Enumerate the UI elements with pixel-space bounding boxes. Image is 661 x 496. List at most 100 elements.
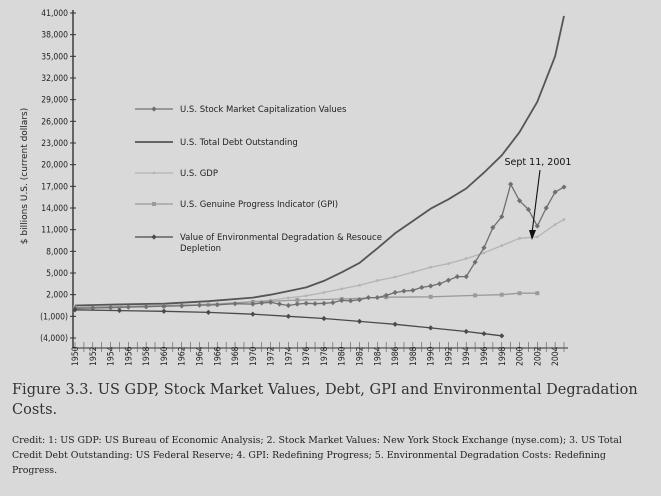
legend-label-cont: Depletion xyxy=(180,244,221,254)
x-tick-label: 1956 xyxy=(124,346,134,366)
data-point xyxy=(401,288,407,294)
data-point xyxy=(276,301,283,307)
legend-label: U.S. GDP xyxy=(180,169,218,179)
x-tick-label: 1996 xyxy=(480,346,490,366)
data-point xyxy=(553,223,557,227)
x-tick-label: 1972 xyxy=(267,346,277,366)
data-point xyxy=(525,206,532,213)
data-point xyxy=(358,283,361,287)
data-point xyxy=(499,333,505,339)
data-point xyxy=(321,300,327,306)
data-point xyxy=(304,294,308,298)
x-tick-label: 1974 xyxy=(284,346,294,366)
data-point xyxy=(152,202,156,206)
data-point xyxy=(464,257,468,260)
annotation-arrowhead xyxy=(529,230,536,240)
data-point xyxy=(365,294,371,301)
data-point xyxy=(214,302,220,308)
data-point xyxy=(436,281,443,287)
data-point xyxy=(161,303,167,309)
legend-item: U.S. Genuine Progress Indicator (GPI) xyxy=(135,200,338,210)
data-point xyxy=(499,214,505,220)
data-point xyxy=(116,307,123,314)
data-point xyxy=(428,325,434,331)
data-point xyxy=(392,321,398,327)
chart: $ billions U.S. (current dollars) (4,000… xyxy=(20,9,571,366)
data-point xyxy=(151,234,157,240)
x-tick-label: 1978 xyxy=(320,346,330,366)
data-point xyxy=(294,301,300,307)
x-tick-label: 1954 xyxy=(107,346,117,366)
data-point xyxy=(535,291,540,296)
series-line xyxy=(74,309,502,337)
x-tick-label: 1952 xyxy=(89,346,99,366)
x-tick-label: 1982 xyxy=(356,346,366,366)
data-point xyxy=(356,297,363,303)
y-tick-label: 11,000 xyxy=(41,226,68,236)
x-tick-label: 1950 xyxy=(71,346,81,366)
data-point xyxy=(490,224,496,231)
data-point xyxy=(411,270,415,274)
y-tick-label: 5,000 xyxy=(46,269,68,279)
y-tick-label: 29,000 xyxy=(41,96,68,106)
figure-caption-credit: Credit: 1: US GDP: US Bureau of Economic… xyxy=(12,435,622,476)
y-tick-label: 8,000 xyxy=(46,247,68,257)
data-point xyxy=(196,302,203,308)
x-tick-label: 1960 xyxy=(160,346,170,366)
sept-11-annotation: Sept 11, 2001 xyxy=(505,157,571,240)
legend-item: U.S. GDP xyxy=(135,169,218,179)
y-tick-label: 20,000 xyxy=(41,161,68,171)
legend-label: U.S. Genuine Progress Indicator (GPI) xyxy=(180,200,338,210)
data-point xyxy=(481,331,487,337)
data-point xyxy=(445,277,452,283)
legend-item: U.S. Stock Market Capitalization Values xyxy=(135,105,347,115)
data-point xyxy=(321,315,327,322)
data-point xyxy=(410,287,416,293)
legend-label: Value of Environmental Degradation & Res… xyxy=(180,233,382,243)
data-point xyxy=(447,262,450,266)
data-point xyxy=(499,292,504,297)
data-point xyxy=(535,235,539,239)
data-point xyxy=(107,305,114,311)
data-point xyxy=(90,305,96,311)
x-tick-label: 1962 xyxy=(178,346,188,366)
y-tick-label: 41,000 xyxy=(41,9,68,19)
y-tick-label: 14,000 xyxy=(41,204,68,214)
data-point xyxy=(286,296,290,300)
data-point xyxy=(259,300,265,306)
series-0 xyxy=(72,181,567,311)
legend-item: Value of Environmental Degradation & Res… xyxy=(135,233,382,254)
data-point xyxy=(375,279,379,282)
data-point xyxy=(482,251,486,255)
x-tick-label: 1976 xyxy=(302,346,312,366)
data-point xyxy=(72,307,78,313)
y-tick-label: (4,000) xyxy=(40,334,68,344)
data-point xyxy=(179,303,185,309)
y-tick-label: 2,000 xyxy=(46,291,68,301)
annotation-arrow xyxy=(531,169,541,234)
data-point xyxy=(463,274,469,280)
data-point xyxy=(481,245,487,251)
legend-item: U.S. Total Debt Outstanding xyxy=(135,138,298,148)
data-point xyxy=(250,311,256,317)
data-point xyxy=(339,297,345,304)
data-point xyxy=(205,309,211,315)
ticks-layer: (4,000) (1,000) 2,000 5,000 8,000 11,000 14,00… xyxy=(40,9,565,366)
x-tick-label: 1980 xyxy=(338,346,348,366)
data-point xyxy=(393,275,397,279)
data-point xyxy=(151,106,157,112)
y-tick-label: 38,000 xyxy=(41,31,68,41)
x-tick-label: 1964 xyxy=(195,346,205,366)
figure-caption-title: Figure 3.3. US GDP, Stock Market Values,… xyxy=(12,382,638,418)
series-1 xyxy=(74,15,565,307)
data-point xyxy=(232,301,238,307)
data-point xyxy=(518,236,521,240)
data-point xyxy=(330,300,336,306)
x-tick-label: 1968 xyxy=(231,346,241,366)
x-tick-label: 1988 xyxy=(409,346,419,366)
y-tick-label: 23,000 xyxy=(41,139,68,149)
data-point xyxy=(454,274,460,280)
data-point xyxy=(340,287,344,291)
y-tick-label: 32,000 xyxy=(41,74,68,84)
series-line xyxy=(74,183,565,310)
